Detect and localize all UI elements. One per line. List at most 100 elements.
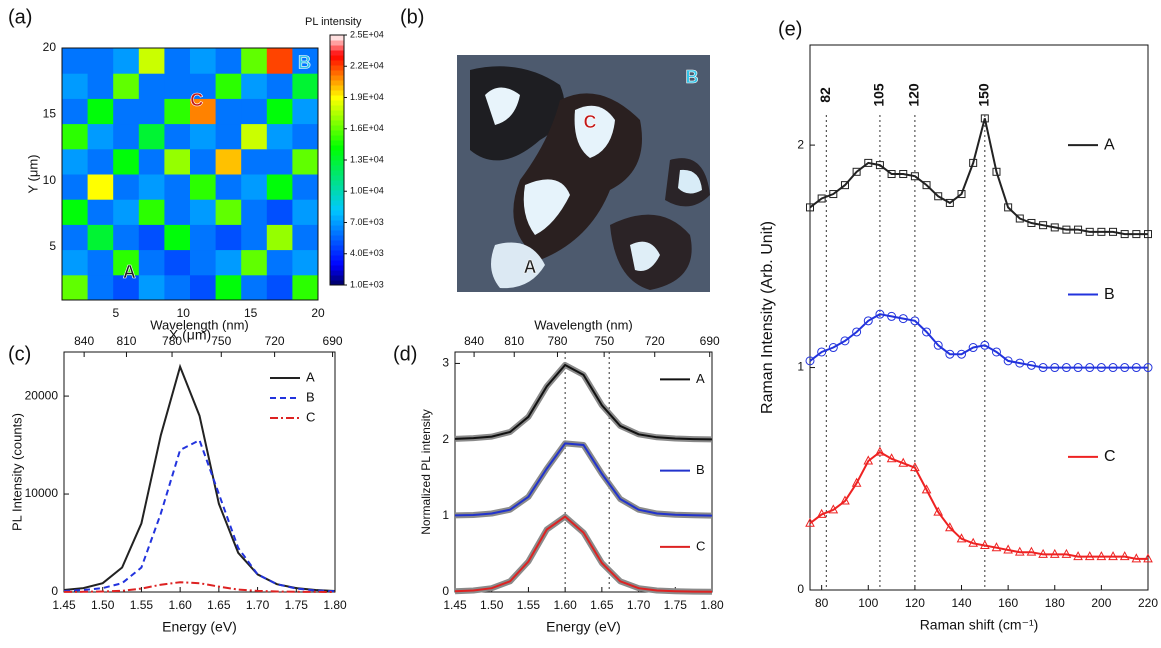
colorbar-segment: [330, 245, 344, 251]
data-point: [945, 522, 955, 532]
colorbar-segment: [330, 115, 344, 121]
heatmap-cell: [190, 199, 217, 225]
heatmap-cell: [266, 73, 293, 99]
data-point: [969, 158, 978, 167]
heatmap-cell: [164, 274, 191, 301]
data-point: [1061, 363, 1071, 373]
heatmap-cell: [62, 48, 89, 74]
y-tick-label: 10: [43, 173, 57, 187]
data-point: [945, 198, 954, 207]
heatmap-cell: [87, 148, 114, 175]
data-point: [921, 484, 932, 494]
heatmap-cell: [215, 98, 242, 125]
panel-label: (a): [8, 6, 32, 28]
bright-grain: [678, 169, 702, 194]
colorbar-tick-label: 2.2E+04: [350, 61, 384, 71]
heatmap-cell: [62, 274, 89, 301]
heatmap-cell: [190, 174, 217, 200]
colorbar-segment: [330, 110, 344, 116]
x-tick-label: 1.65: [207, 598, 231, 612]
data-point: [980, 114, 989, 123]
heatmap-cell: [62, 98, 89, 125]
heatmap-cell: [241, 48, 268, 74]
data-point: [1073, 551, 1083, 561]
colorbar-title: PL intensity: [305, 16, 362, 28]
x-tick-label: 1.45: [52, 598, 76, 612]
panel-label: (d): [393, 343, 417, 365]
data-point: [1119, 551, 1130, 561]
colorbar-segment: [330, 40, 344, 46]
y-tick-label: 3: [442, 356, 449, 370]
data-point: [1049, 548, 1060, 558]
heatmap-cell: [190, 148, 217, 175]
heatmap-cell: [241, 224, 268, 251]
heatmap-cell: [292, 73, 319, 99]
data-point: [1026, 546, 1037, 556]
y-tick-label: 2: [797, 137, 804, 151]
x-tick-label: 1.55: [517, 598, 541, 612]
x-tick-label: 1.75: [664, 598, 688, 612]
heatmap-cell: [138, 274, 165, 301]
heatmap-cell: [62, 148, 89, 175]
series-line: [454, 363, 713, 441]
data-point: [1096, 551, 1107, 561]
point-label: C: [190, 90, 203, 110]
x-tick-label: 160: [998, 596, 1018, 610]
data-point: [1084, 551, 1095, 561]
legend-label: B: [1104, 286, 1115, 303]
heatmap-cell: [62, 174, 89, 200]
data-point: [1050, 223, 1059, 232]
x-tick-label: 200: [1091, 596, 1111, 610]
data-point: [899, 170, 908, 179]
y-tick-label: 20: [43, 40, 57, 54]
panel-label: (c): [8, 343, 31, 365]
colorbar-segment: [330, 185, 344, 191]
heatmap-cell: [215, 123, 242, 150]
colorbar-segment: [330, 35, 344, 41]
data-point: [991, 347, 1001, 357]
bright-grain: [523, 179, 570, 235]
heatmap-cell: [190, 73, 217, 99]
data-point: [1132, 230, 1141, 239]
x-tick-label: 1.45: [443, 598, 467, 612]
heatmap-cell: [241, 199, 268, 225]
point-label: C: [584, 112, 597, 132]
colorbar-segment: [330, 275, 344, 281]
heatmap-cell: [190, 123, 217, 150]
y-tick-label: 0: [51, 584, 58, 598]
colorbar-segment: [330, 70, 344, 76]
data-point: [852, 167, 861, 176]
panel-label: (e): [778, 18, 802, 40]
heatmap-cell: [292, 48, 319, 74]
legend-label: A: [1104, 136, 1115, 153]
heatmap-cell: [190, 249, 217, 276]
data-point: [863, 316, 873, 326]
x2-tick-label: 810: [116, 334, 136, 348]
heatmap-cell: [138, 48, 165, 74]
x-tick-label: 1.60: [553, 598, 577, 612]
legend-label: B: [696, 462, 705, 477]
heatmap-cell: [292, 274, 319, 301]
heatmap-cell: [62, 224, 89, 251]
data-point: [1039, 221, 1048, 230]
heatmap-cell: [266, 224, 293, 251]
heatmap-cell: [113, 48, 140, 74]
data-point: [1015, 214, 1024, 223]
x2-tick-label: 750: [211, 334, 231, 348]
heatmap-cell: [215, 274, 242, 301]
heatmap-cell: [164, 174, 191, 200]
x-tick-label: 1.75: [285, 598, 309, 612]
heatmap-cell: [241, 249, 268, 276]
colorbar-tick-label: 7.0E+03: [350, 217, 384, 227]
y-axis-label: Raman Intensity (Arb. Unit): [759, 221, 776, 414]
data-point: [992, 167, 1001, 176]
heatmap-cell: [138, 98, 165, 125]
data-point: [864, 158, 873, 167]
colorbar-segment: [330, 210, 344, 216]
data-point: [1061, 548, 1072, 558]
data-point: [1050, 363, 1060, 373]
heatmap-cell: [164, 123, 191, 150]
colorbar-tick-label: 4.0E+03: [350, 248, 384, 258]
y-axis-label: PL Intensity (counts): [9, 413, 24, 531]
